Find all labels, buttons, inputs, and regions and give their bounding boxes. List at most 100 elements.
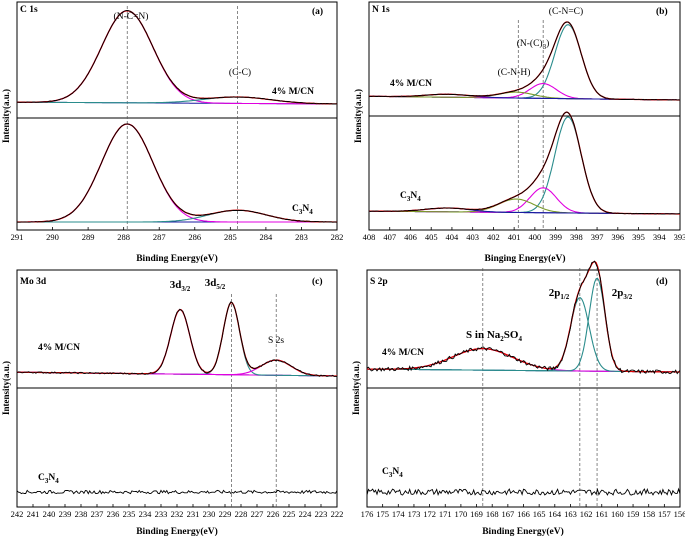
panel-c-tick-label: 242 bbox=[11, 509, 24, 519]
panel-b-peak-cnh-label: (C-N-H) bbox=[498, 67, 531, 78]
panel-b-tick-label: 405 bbox=[425, 232, 438, 242]
panel-b-tick-label: 394 bbox=[653, 232, 667, 242]
panel-d-sample-bottom: C3N4 bbox=[382, 467, 403, 479]
panel-d-peak-so4-label: S in Na2SO4 bbox=[466, 329, 522, 343]
panel-b-tick-label: 396 bbox=[611, 232, 624, 242]
panel-c-tick-label: 236 bbox=[107, 509, 120, 519]
panel-b-peak-cnc-label: (C-N=C) bbox=[549, 6, 583, 17]
panel-d-raw-data bbox=[366, 487, 681, 497]
panel-c-tick-label: 241 bbox=[27, 509, 40, 519]
panel-c-tick-label: 223 bbox=[315, 509, 328, 519]
panel-b-tick-label: 404 bbox=[446, 232, 460, 242]
panel-c-sample-top: 4% M/CN bbox=[38, 343, 80, 353]
panel-b-tick-label: 398 bbox=[570, 232, 583, 242]
panel-d-tick-label: 160 bbox=[611, 509, 624, 519]
panel-d-s2p: S 2p (d) S in Na2SO4 2p1/2 2p3/2 4% M/CN… bbox=[351, 260, 685, 537]
panel-a-title: C 1s bbox=[20, 5, 38, 15]
panel-c-peak-s2s-label: S 2s bbox=[268, 336, 284, 346]
panel-d-title: S 2p bbox=[370, 277, 388, 287]
panel-b-x-ticks: 408 407 406 405 404 403 402 401 400 399 398 397 396 3… bbox=[363, 227, 685, 242]
panel-c-tick-label: 225 bbox=[283, 509, 296, 519]
panel-c-ylabel: Intensity(a.u.) bbox=[1, 361, 11, 415]
panel-d-tick-label: 159 bbox=[627, 509, 640, 519]
panel-c-sample-bottom: C3N4 bbox=[38, 473, 59, 485]
panel-c-label: (c) bbox=[312, 276, 323, 287]
panel-b-ylabel: Intensity(a.u.) bbox=[353, 89, 363, 143]
panel-d-tick-label: 161 bbox=[595, 509, 608, 519]
panel-a-tick-label: 287 bbox=[153, 232, 166, 242]
panel-c-tick-label: 234 bbox=[139, 509, 153, 519]
panel-c-tick-label: 235 bbox=[123, 509, 136, 519]
panel-a-xlabel: Binding Energy(eV) bbox=[136, 253, 218, 264]
panel-c-tick-label: 240 bbox=[43, 509, 56, 519]
panel-d-tick-label: 174 bbox=[392, 509, 406, 519]
panel-a-raw-data bbox=[16, 10, 338, 105]
panel-b-tick-label: 408 bbox=[363, 232, 376, 242]
panel-d-tick-label: 175 bbox=[376, 509, 389, 519]
panel-b-title: N 1s bbox=[372, 5, 390, 15]
panel-c-component-2 bbox=[17, 359, 337, 377]
panel-d-tick-label: 158 bbox=[642, 509, 655, 519]
panel-d-peak-2p32-label: 2p3/2 bbox=[612, 287, 633, 301]
panel-b-sample-bottom: C3N4 bbox=[400, 191, 421, 203]
panel-d-peak-2p12-label: 2p1/2 bbox=[549, 287, 570, 301]
panel-c-title: Mo 3d bbox=[20, 277, 47, 287]
panel-d-x-ticks: 176 175 174 173 172 171 170 169 168 167 166 165 164 1… bbox=[361, 504, 685, 519]
panel-b-tick-label: 401 bbox=[508, 232, 521, 242]
panel-b-tick-label: 397 bbox=[591, 232, 604, 242]
panel-a-plot bbox=[16, 6, 338, 230]
panel-b-tick-label: 393 bbox=[674, 232, 685, 242]
panel-d-tick-label: 170 bbox=[455, 509, 468, 519]
panel-a-label: (a) bbox=[312, 6, 323, 17]
panel-d-tick-label: 162 bbox=[580, 509, 593, 519]
panel-c-tick-label: 222 bbox=[331, 509, 344, 519]
panel-a-tick-label: 283 bbox=[295, 232, 308, 242]
panel-a-tick-label: 288 bbox=[117, 232, 130, 242]
panel-d-tick-label: 165 bbox=[533, 509, 546, 519]
panel-b-tick-label: 403 bbox=[466, 232, 479, 242]
panel-d-tick-label: 173 bbox=[408, 509, 421, 519]
panel-b-tick-label: 402 bbox=[487, 232, 500, 242]
panel-c-xlabel: Binding Energy(eV) bbox=[136, 526, 218, 537]
panel-c-tick-label: 237 bbox=[91, 509, 104, 519]
panel-d-sample-top: 4% M/CN bbox=[382, 348, 424, 358]
panel-a-tick-label: 291 bbox=[11, 232, 24, 242]
panel-c-plot bbox=[16, 294, 338, 507]
panel-b-tick-label: 395 bbox=[632, 232, 645, 242]
panel-a-frame bbox=[16, 1, 338, 231]
panel-b-tick-label: 406 bbox=[404, 232, 417, 242]
panel-c-mo3d: Mo 3d (c) 3d3/2 3d5/2 S 2s 4% M/CN C3N4 … bbox=[1, 269, 344, 537]
panel-a-peak-ncn-label: (N-C=N) bbox=[114, 11, 149, 22]
panel-d-plot bbox=[366, 260, 681, 507]
panel-d-tick-label: 176 bbox=[361, 509, 374, 519]
panel-b-sample-top: 4% M/CN bbox=[390, 79, 432, 89]
panel-c-tick-label: 230 bbox=[203, 509, 216, 519]
panel-a-component-0 bbox=[17, 123, 337, 223]
panel-a-x-ticks: 291 290 289 288 287 286 285 284 283 282 bbox=[11, 227, 343, 242]
panel-c-tick-label: 232 bbox=[171, 509, 184, 519]
panel-d-tick-label: 172 bbox=[423, 509, 436, 519]
panel-d-label: (d) bbox=[656, 276, 668, 287]
panel-c-tick-label: 228 bbox=[235, 509, 248, 519]
panel-a-raw-data bbox=[16, 123, 338, 223]
panel-a-c1s: C 1s (a) (N-C=N) (C-C) 4% M/CN C3N4 291 2… bbox=[1, 1, 343, 264]
panel-a-tick-label: 289 bbox=[82, 232, 95, 242]
panel-c-raw-data bbox=[16, 301, 338, 377]
panel-c-x-ticks: 242 241 240 239 238 237 236 235 234 233 232 231 230 2… bbox=[11, 504, 344, 519]
panel-b-xlabel: Binging Energy(eV) bbox=[484, 253, 565, 264]
panel-a-tick-label: 284 bbox=[260, 232, 274, 242]
panel-a-ylabel: Intensity(a.u.) bbox=[1, 89, 11, 143]
panel-d-tick-label: 167 bbox=[501, 509, 514, 519]
panel-b-label: (b) bbox=[656, 6, 668, 17]
panel-a-tick-label: 285 bbox=[224, 232, 237, 242]
panel-c-tick-label: 239 bbox=[59, 509, 72, 519]
panel-d-tick-label: 164 bbox=[548, 509, 562, 519]
panel-d-ylabel: Intensity(a.u.) bbox=[351, 361, 361, 415]
panel-a-sample-top: 4% M/CN bbox=[272, 87, 314, 97]
panel-d-tick-label: 166 bbox=[517, 509, 530, 519]
panel-c-tick-label: 226 bbox=[267, 509, 280, 519]
panel-c-peak-3d32-label: 3d3/2 bbox=[170, 279, 191, 293]
panel-b-peak-nc3-label: (N-(C)3) bbox=[517, 38, 550, 51]
panel-d-tick-label: 163 bbox=[564, 509, 577, 519]
